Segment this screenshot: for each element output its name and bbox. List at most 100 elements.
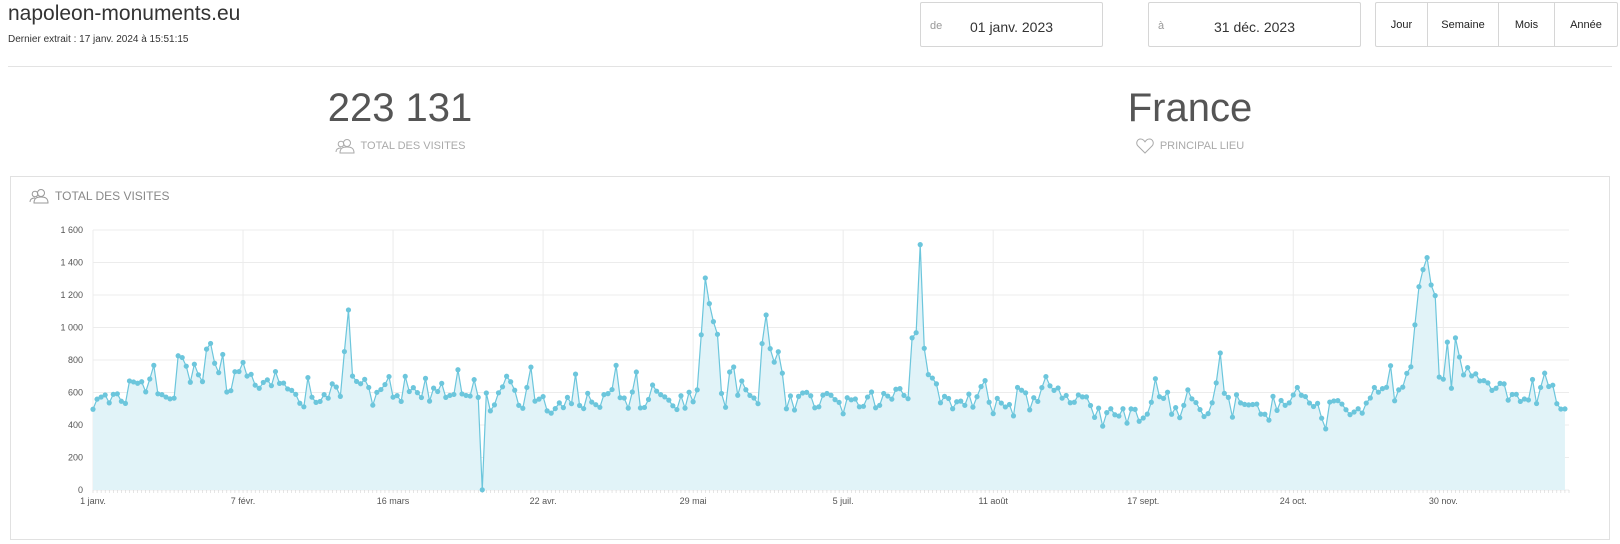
data-point (544, 408, 550, 414)
data-point (1485, 380, 1491, 386)
data-point (787, 393, 794, 399)
data-point (1193, 399, 1199, 406)
data-point (970, 404, 976, 410)
data-point (297, 400, 303, 406)
data-point (256, 385, 262, 391)
data-point (325, 395, 331, 401)
period-month-button[interactable]: Mois (1499, 3, 1555, 46)
date-to-field[interactable]: à 31 déc. 2023 (1148, 2, 1361, 47)
data-point (962, 402, 968, 408)
data-point (585, 390, 591, 396)
period-year-button[interactable]: Année (1570, 18, 1602, 31)
data-point (487, 408, 493, 414)
data-point (455, 367, 461, 373)
date-from-value[interactable]: 01 janv. 2023 (969, 19, 1054, 35)
data-point (1209, 400, 1215, 406)
data-point (795, 393, 802, 399)
data-point (199, 379, 206, 385)
data-point (1181, 402, 1187, 408)
data-point (662, 394, 668, 400)
data-point (901, 392, 907, 399)
data-point (1201, 413, 1207, 420)
data-point (1116, 413, 1122, 419)
data-point (897, 386, 903, 392)
data-point (868, 389, 875, 395)
x-tick-label: 29 mai (680, 496, 707, 506)
data-point (1533, 400, 1540, 407)
users-icon (335, 139, 355, 154)
data-point (151, 362, 157, 368)
data-point (390, 394, 396, 400)
data-point (1014, 384, 1021, 391)
data-point (1436, 374, 1442, 380)
data-point (763, 312, 769, 318)
data-point (374, 389, 380, 395)
data-point (1481, 378, 1487, 384)
data-point (597, 404, 603, 410)
data-point (1396, 387, 1402, 393)
period-day-button[interactable]: Jour (1376, 3, 1428, 46)
data-point (913, 330, 919, 336)
data-point (1509, 391, 1515, 398)
header-divider (8, 66, 1612, 67)
data-point (406, 388, 412, 395)
date-from-field[interactable]: de 01 janv. 2023 (920, 2, 1103, 47)
data-point (1420, 267, 1426, 273)
data-point (998, 400, 1004, 406)
data-point (767, 346, 773, 352)
data-point (743, 387, 749, 393)
y-tick-label: 1 200 (60, 290, 83, 300)
data-point (710, 319, 717, 325)
data-point (714, 331, 721, 337)
data-point (686, 389, 692, 395)
data-point (418, 394, 425, 401)
x-tick-label: 22 avr. (530, 496, 557, 506)
data-point (804, 389, 810, 395)
data-point (589, 399, 595, 405)
data-point (528, 364, 534, 370)
data-point (1294, 384, 1300, 391)
data-point (386, 373, 392, 380)
data-point (1160, 395, 1167, 401)
date-to-value[interactable]: 31 déc. 2023 (1214, 19, 1295, 35)
data-point (966, 391, 972, 397)
data-point (155, 391, 161, 397)
data-point (1144, 411, 1150, 417)
data-point (1148, 399, 1154, 405)
data-point (613, 362, 619, 368)
period-week-button[interactable]: Semaine (1428, 3, 1499, 46)
data-point (1254, 401, 1260, 407)
data-point (508, 379, 514, 385)
data-point (1205, 411, 1211, 417)
data-point (658, 392, 664, 398)
data-point (1156, 394, 1163, 400)
site-title: napoleon-monuments.eu (8, 2, 241, 25)
data-point (698, 332, 704, 338)
data-point (1477, 378, 1483, 384)
data-point (1217, 350, 1223, 356)
data-point (1306, 400, 1313, 406)
data-point (990, 411, 996, 417)
data-point (1302, 393, 1309, 400)
data-point (252, 382, 258, 388)
data-point (491, 402, 498, 408)
data-point (362, 376, 368, 382)
data-point (1327, 399, 1333, 405)
data-point (1550, 382, 1556, 388)
data-point (706, 301, 712, 307)
data-point (889, 396, 895, 402)
data-point (735, 392, 741, 398)
data-point (313, 399, 319, 406)
data-point (1221, 390, 1227, 396)
data-point (1505, 397, 1511, 403)
data-point (333, 384, 339, 390)
data-point (467, 393, 473, 399)
data-point (933, 381, 940, 387)
data-point (147, 376, 153, 382)
kpi-total-visits-value: 223 131 (327, 86, 473, 130)
data-point (824, 390, 830, 397)
data-point (605, 391, 611, 397)
data-point (978, 384, 984, 390)
data-point (1213, 380, 1219, 386)
data-point (183, 363, 189, 369)
